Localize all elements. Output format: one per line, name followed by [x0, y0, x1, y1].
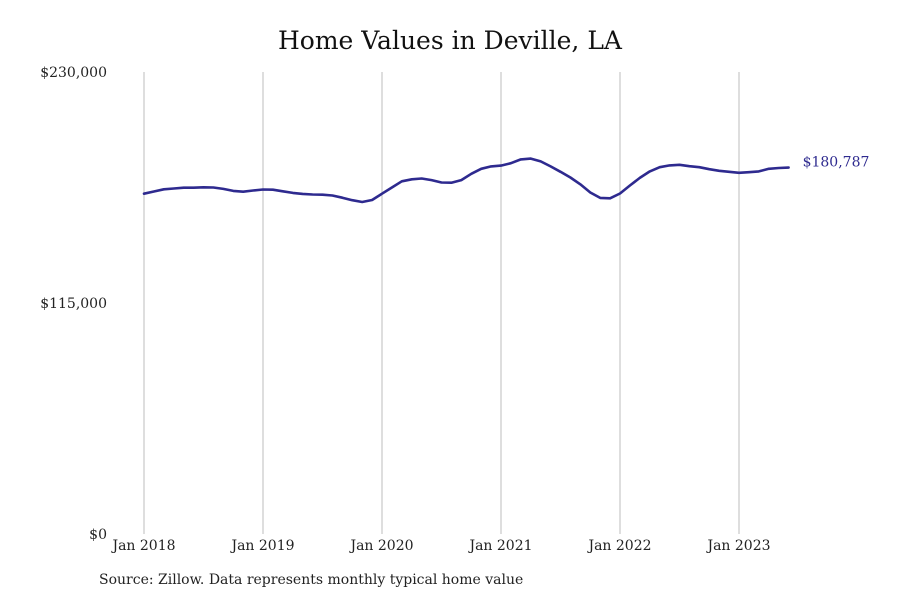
- data-labels: $180,787: [803, 155, 870, 171]
- chart-title: Home Values in Deville, LA: [278, 26, 622, 55]
- y-tick-label: $115,000: [40, 296, 107, 312]
- y-tick-label: $230,000: [40, 65, 107, 81]
- x-tick-label: Jan 2022: [586, 538, 651, 554]
- y-axis-ticks: $0 $115,000 $230,000: [40, 65, 107, 543]
- series-layer: [142, 157, 790, 204]
- series-line: [142, 157, 790, 204]
- x-axis-ticks: Jan 2018 Jan 2019 Jan 2020 Jan 2021 Jan 2022…: [110, 538, 770, 554]
- gridlines: [143, 72, 740, 534]
- x-tick-label: Jan 2020: [348, 538, 413, 554]
- source-note: Source: Zillow. Data represents monthly …: [99, 572, 524, 588]
- x-tick-label: Jan 2023: [705, 538, 770, 554]
- x-tick-label: Jan 2019: [229, 538, 294, 554]
- x-tick-label: Jan 2021: [467, 538, 532, 554]
- x-tick-label: Jan 2018: [110, 538, 175, 554]
- y-tick-label: $0: [89, 527, 107, 543]
- end-value-label: $180,787: [803, 155, 870, 171]
